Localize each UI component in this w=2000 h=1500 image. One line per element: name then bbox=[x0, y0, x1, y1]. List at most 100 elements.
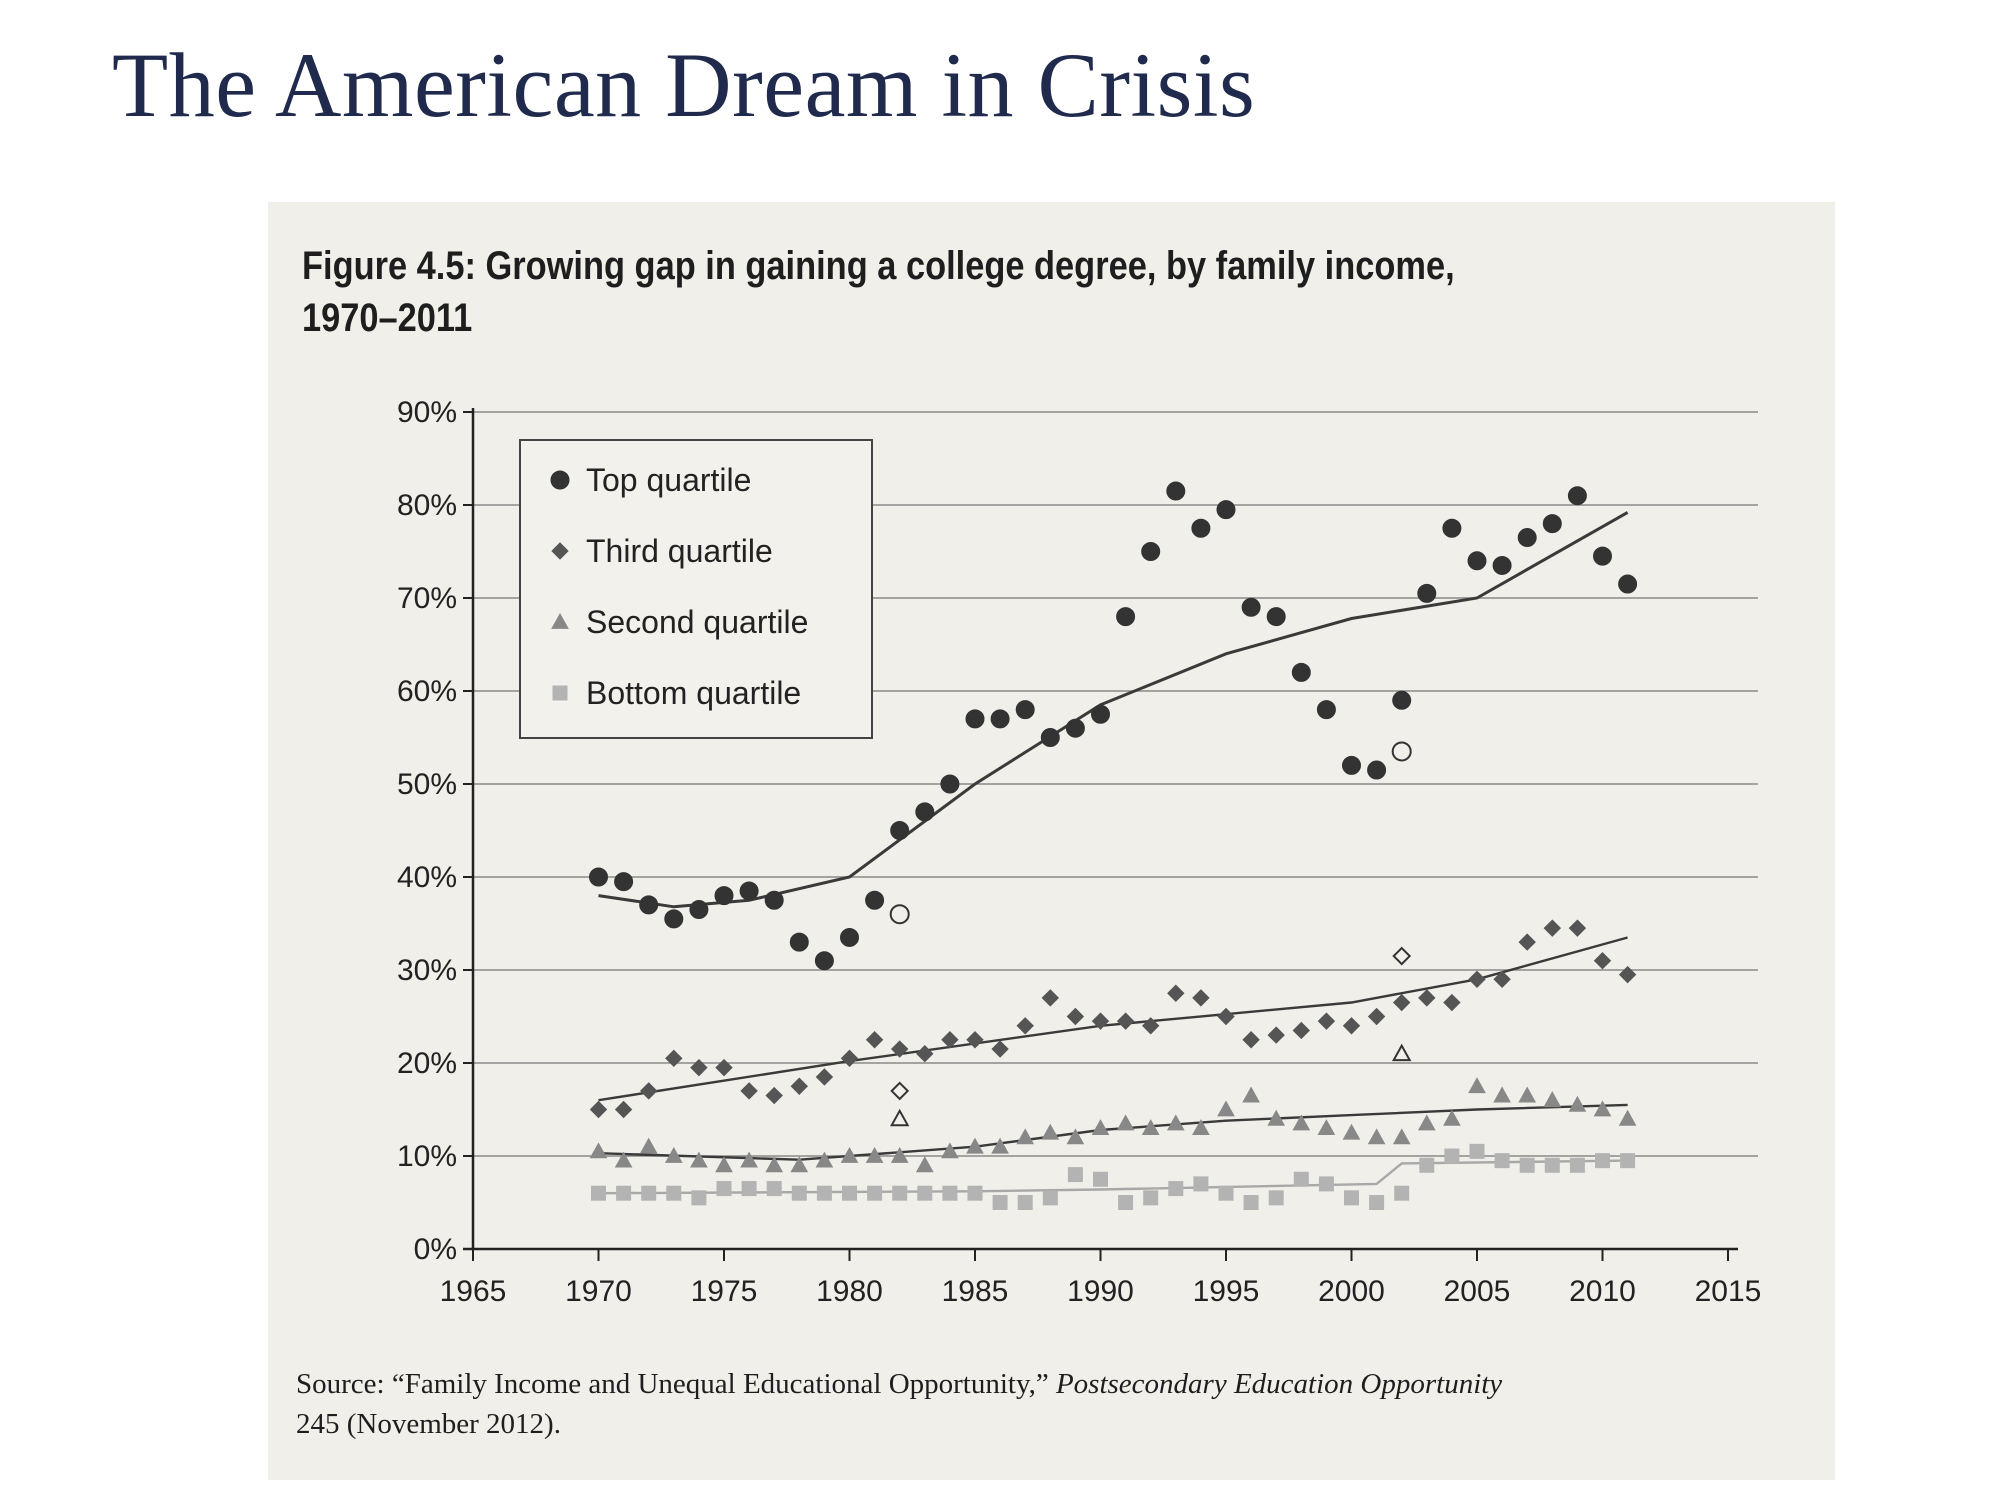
point-top-quartile bbox=[1015, 700, 1035, 720]
point-top-quartile bbox=[764, 890, 784, 910]
point-third-quartile bbox=[1041, 989, 1060, 1007]
point-bottom-quartile bbox=[741, 1181, 757, 1197]
point-third-quartile bbox=[1418, 989, 1436, 1007]
point-second-quartile bbox=[715, 1156, 733, 1173]
x-tick-label: 1990 bbox=[1067, 1275, 1134, 1308]
point-second-quartile bbox=[1141, 1119, 1160, 1135]
point-top-quartile bbox=[1392, 690, 1412, 710]
point-top-quartile bbox=[1216, 500, 1236, 520]
point-bottom-quartile bbox=[1218, 1185, 1234, 1201]
point-third-quartile bbox=[1568, 919, 1587, 937]
point-bottom-quartile bbox=[1419, 1157, 1435, 1173]
legend-marker-bottom-quartile bbox=[552, 685, 568, 701]
figure-title: Figure 4.5: Growing gap in gaining a col… bbox=[302, 244, 1455, 340]
point-second-quartile bbox=[614, 1151, 633, 1168]
point-third-quartile bbox=[740, 1082, 758, 1100]
point-bottom-quartile bbox=[1519, 1157, 1535, 1173]
point-second-quartile bbox=[865, 1146, 884, 1163]
point-third-quartile bbox=[1317, 1012, 1336, 1030]
source-prefix: Source: “Family Income and Unequal Educa… bbox=[296, 1368, 1049, 1400]
point-third-quartile bbox=[840, 1049, 859, 1068]
point-third-quartile bbox=[790, 1077, 809, 1095]
point-third-quartile bbox=[815, 1068, 834, 1086]
axes: 0% 10% 20% 30% 40% 50% 60% 70% 80% 90% 1965 1970 197… bbox=[397, 396, 1761, 1308]
point-second-quartile bbox=[1367, 1128, 1386, 1145]
trend-line-bottom-quartile bbox=[598, 1159, 1628, 1195]
point-third-quartile bbox=[1091, 1012, 1110, 1030]
point-top-quartile bbox=[714, 886, 734, 906]
point-third-quartile bbox=[639, 1082, 658, 1100]
point-third-quartile bbox=[765, 1086, 783, 1105]
point-bottom-quartile bbox=[1118, 1195, 1134, 1210]
point-bottom-quartile bbox=[1444, 1148, 1460, 1164]
point-second-quartile bbox=[1618, 1109, 1637, 1126]
point-bottom-quartile bbox=[791, 1185, 807, 1201]
point-third-quartile bbox=[1593, 951, 1612, 970]
point-bottom-quartile bbox=[616, 1185, 632, 1201]
point-third-quartile bbox=[1518, 933, 1536, 951]
source-suffix: 245 (November 2012). bbox=[296, 1408, 561, 1440]
point-second-quartile bbox=[740, 1151, 758, 1168]
x-tick-label: 1965 bbox=[440, 1275, 507, 1308]
point-bottom-quartile bbox=[716, 1181, 732, 1197]
point-third-quartile bbox=[1066, 1007, 1085, 1026]
figure-scan: Figure 4.5: Growing gap in gaining a col… bbox=[268, 202, 1835, 1480]
point-second-quartile bbox=[1066, 1128, 1085, 1145]
trend-line-third-quartile bbox=[598, 936, 1628, 1102]
x-tick-label: 1970 bbox=[565, 1275, 632, 1308]
point-second-quartile bbox=[1317, 1119, 1336, 1135]
point-bottom-quartile bbox=[766, 1181, 782, 1197]
point-top-quartile bbox=[1442, 518, 1462, 538]
legend-label: Third quartile bbox=[586, 533, 773, 569]
point-bottom-quartile bbox=[591, 1185, 606, 1201]
point-second-quartile bbox=[1593, 1100, 1612, 1117]
point-bottom-quartile bbox=[992, 1195, 1008, 1210]
point-third-quartile bbox=[1493, 970, 1511, 989]
point-second-quartile bbox=[1192, 1119, 1210, 1135]
point-top-quartile bbox=[940, 774, 960, 794]
x-tick-label: 1995 bbox=[1193, 1275, 1260, 1308]
point-top-quartile bbox=[1116, 607, 1136, 627]
point-top-quartile bbox=[1040, 728, 1060, 747]
y-tick-label: 30% bbox=[397, 954, 457, 987]
point-bottom-quartile bbox=[1067, 1167, 1083, 1183]
point-third-quartile bbox=[1292, 1021, 1311, 1040]
point-bottom-quartile bbox=[1093, 1171, 1108, 1187]
y-tick-label: 0% bbox=[414, 1233, 457, 1266]
point-third-quartile bbox=[1167, 984, 1185, 1002]
y-tick-label: 80% bbox=[397, 489, 457, 522]
point-bottom-quartile bbox=[1293, 1171, 1309, 1187]
point-second-quartile-hollow bbox=[1392, 1043, 1412, 1062]
point-third-quartile bbox=[1141, 1017, 1160, 1035]
point-bottom-quartile bbox=[842, 1185, 857, 1201]
legend-marker-second-quartile bbox=[551, 612, 569, 629]
point-top-quartile bbox=[589, 867, 608, 887]
legend-label: Second quartile bbox=[586, 604, 808, 640]
source-publication: Postsecondary Education Opportunity bbox=[1055, 1368, 1503, 1400]
slide-title: The American Dream in Crisis bbox=[112, 34, 1256, 136]
point-bottom-quartile bbox=[1569, 1157, 1585, 1173]
point-third-quartile-hollow bbox=[890, 1081, 910, 1101]
point-top-quartile bbox=[1492, 555, 1512, 575]
point-third-quartile bbox=[916, 1044, 934, 1063]
point-second-quartile bbox=[941, 1142, 959, 1159]
legend: Top quartile Third quartile Second quartil… bbox=[519, 439, 873, 739]
point-bottom-quartile bbox=[917, 1185, 933, 1201]
x-tick-label: 1980 bbox=[816, 1275, 883, 1308]
point-top-quartile bbox=[789, 932, 809, 952]
point-top-quartile bbox=[814, 951, 834, 971]
point-top-quartile-hollow bbox=[889, 904, 910, 925]
point-bottom-quartile bbox=[892, 1185, 908, 1201]
x-tick-label: 1985 bbox=[942, 1275, 1009, 1308]
y-tick-label: 90% bbox=[397, 396, 457, 429]
trend-line-second-quartile bbox=[598, 1103, 1628, 1161]
point-second-quartile bbox=[1493, 1086, 1511, 1103]
point-third-quartile bbox=[715, 1058, 733, 1077]
y-tick-label: 60% bbox=[397, 675, 457, 708]
point-second-quartile bbox=[790, 1156, 809, 1173]
point-third-quartile bbox=[1468, 970, 1486, 989]
legend-box bbox=[519, 439, 873, 739]
point-top-quartile bbox=[664, 909, 684, 929]
y-tick-label: 20% bbox=[397, 1047, 457, 1080]
point-top-quartile-hollow bbox=[1391, 741, 1412, 762]
